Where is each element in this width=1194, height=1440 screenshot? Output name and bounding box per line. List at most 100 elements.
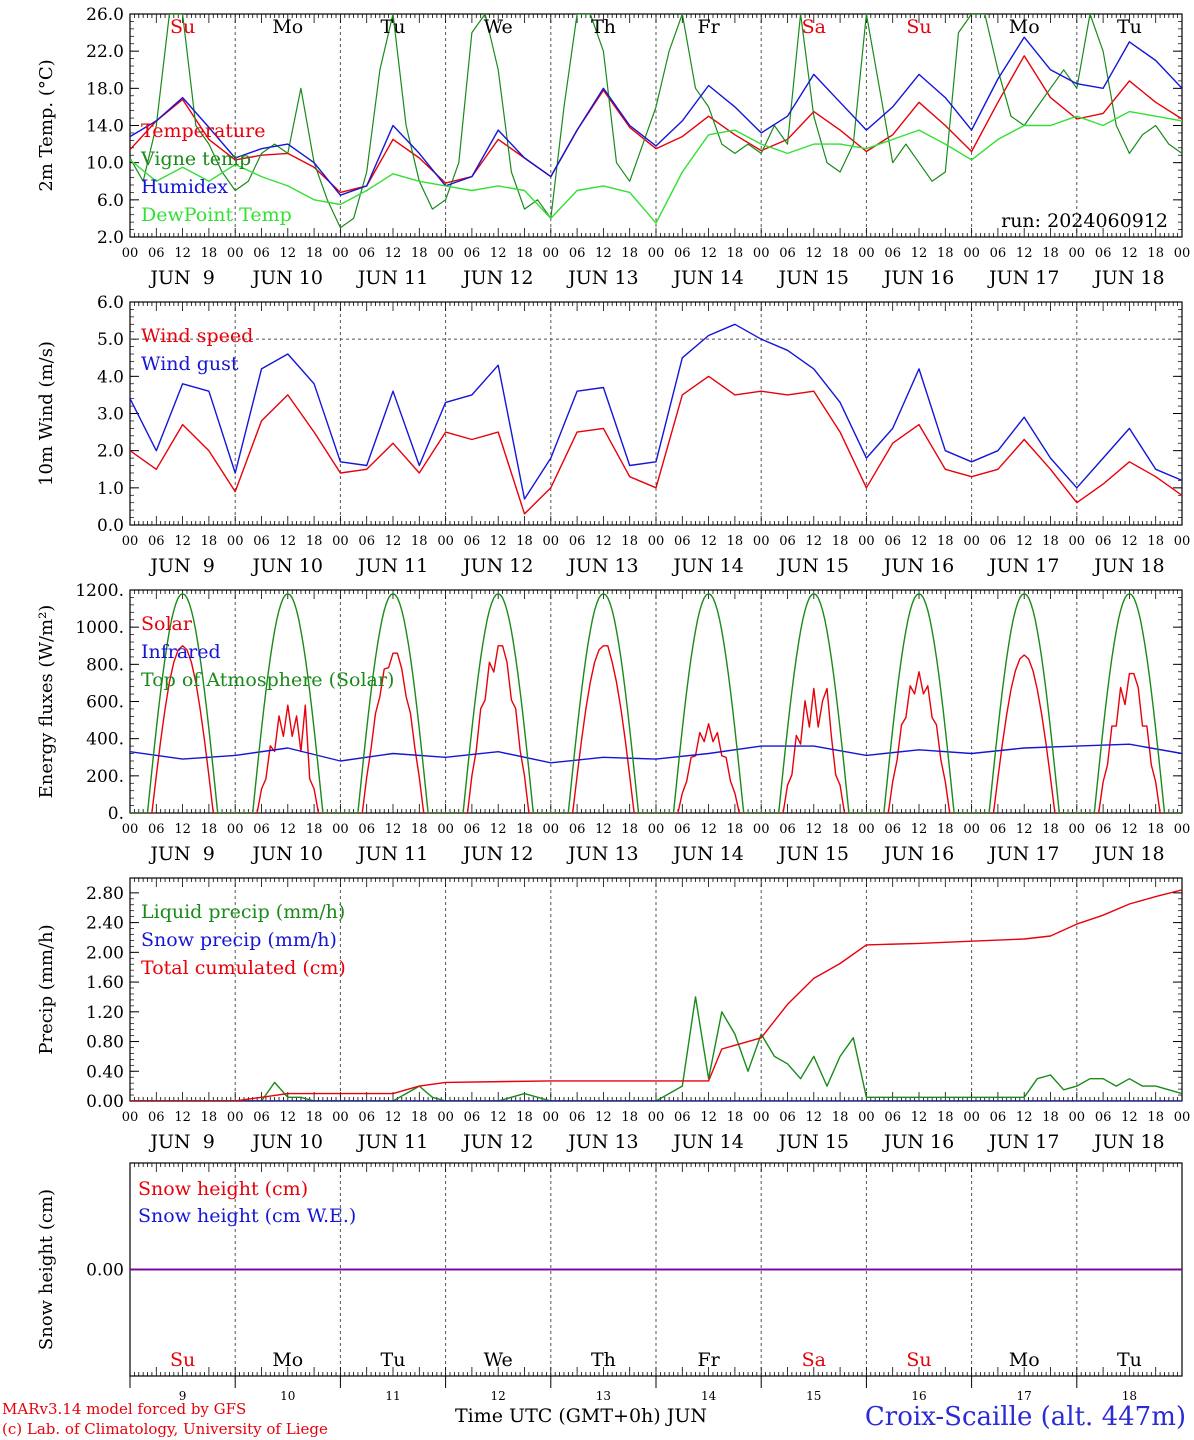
hour-label: 12 xyxy=(700,1110,717,1125)
hour-label: 12 xyxy=(1016,246,1033,261)
hour-label: 00 xyxy=(122,246,139,261)
hour-label: 06 xyxy=(674,246,691,261)
hour-label: 12 xyxy=(280,534,297,549)
hour-label: 12 xyxy=(174,534,191,549)
hour-label: 00 xyxy=(753,534,770,549)
series-vigne-temp xyxy=(130,14,1182,229)
hour-label: 06 xyxy=(253,822,270,837)
weekday-label: Su xyxy=(170,16,195,38)
hour-label: 18 xyxy=(727,1110,744,1125)
hour-label: 12 xyxy=(911,822,928,837)
hour-label: 06 xyxy=(253,534,270,549)
hour-label: 12 xyxy=(385,246,402,261)
hour-label: 00 xyxy=(1174,246,1191,261)
weekday-label: Su xyxy=(906,16,931,38)
hour-label: 06 xyxy=(779,534,796,549)
weekday-label: Tu xyxy=(1117,1349,1142,1371)
hour-label: 12 xyxy=(700,822,717,837)
hour-label: 00 xyxy=(1174,822,1191,837)
hour-label: 00 xyxy=(1069,822,1086,837)
hour-label: 00 xyxy=(858,822,875,837)
hour-label: 18 xyxy=(1147,822,1164,837)
hour-label: 12 xyxy=(806,246,823,261)
hour-label: 06 xyxy=(569,822,586,837)
legend-entry: Liquid precip (mm/h) xyxy=(141,901,345,923)
hour-label: 18 xyxy=(937,246,954,261)
date-label: JUN 16 xyxy=(882,267,954,289)
hour-label: 18 xyxy=(1042,246,1059,261)
lab-credit: (c) Lab. of Climatology, University of L… xyxy=(2,1420,328,1438)
series-temperature xyxy=(130,55,1182,194)
series-infrared xyxy=(130,743,1182,764)
day-number-label: 10 xyxy=(280,1389,295,1403)
day-number-label: 15 xyxy=(806,1389,821,1403)
date-label: JUN 16 xyxy=(882,555,954,577)
hour-label: 12 xyxy=(806,1110,823,1125)
hour-label: 06 xyxy=(990,822,1007,837)
hour-label: 18 xyxy=(832,822,849,837)
y-tick-label: 1000. xyxy=(75,618,124,638)
hour-label: 12 xyxy=(385,822,402,837)
hour-label: 06 xyxy=(1095,822,1112,837)
date-label: JUN 11 xyxy=(356,843,428,865)
date-label: JUN 11 xyxy=(356,267,428,289)
legend-entry: Total cumulated (cm) xyxy=(141,957,346,979)
panel-2: 0.0 1.0 2.0 3.0 4.0 5.0 6.0 10m Wind (m/s) Wind … xyxy=(36,293,1190,577)
date-label: JUN 15 xyxy=(777,1131,849,1153)
weekday-label: Su xyxy=(170,1349,195,1371)
hour-label: 18 xyxy=(306,246,323,261)
date-label: JUN 18 xyxy=(1092,555,1164,577)
hour-label: 06 xyxy=(464,1110,481,1125)
day-number-label: 17 xyxy=(1017,1389,1032,1403)
y-tick-label: 0. xyxy=(108,804,124,824)
y-tick-label: 14.0 xyxy=(86,117,124,137)
weekday-label: Mo xyxy=(1009,1349,1040,1371)
hour-label: 12 xyxy=(280,246,297,261)
hour-label: 18 xyxy=(411,534,428,549)
hour-label: 06 xyxy=(148,246,165,261)
legend-entry: DewPoint Temp xyxy=(141,204,292,226)
x-axis-title: Time UTC (GMT+0h) JUN xyxy=(455,1405,707,1427)
hour-label: 12 xyxy=(385,1110,402,1125)
hour-label: 18 xyxy=(411,1110,428,1125)
date-label: JUN 17 xyxy=(987,1131,1059,1153)
hour-label: 06 xyxy=(253,1110,270,1125)
hour-label: 12 xyxy=(595,534,612,549)
date-label: JUN 18 xyxy=(1092,267,1164,289)
y-axis-title: Precip (mm/h) xyxy=(36,924,57,1054)
date-label: JUN 17 xyxy=(987,267,1059,289)
date-label: JUN 11 xyxy=(356,555,428,577)
date-label: JUN 14 xyxy=(671,1131,743,1153)
series-group xyxy=(130,323,1182,515)
date-label: JUN 10 xyxy=(251,843,323,865)
hour-label: 18 xyxy=(621,246,638,261)
hour-label: 06 xyxy=(569,246,586,261)
hour-label: 18 xyxy=(306,534,323,549)
weekday-label: Mo xyxy=(272,1349,303,1371)
legend-entry: Vigne temp xyxy=(140,148,251,170)
weekday-label: Fr xyxy=(697,1349,720,1371)
hour-label: 18 xyxy=(832,246,849,261)
hour-label: 00 xyxy=(858,246,875,261)
hour-label: 00 xyxy=(332,822,349,837)
y-tick-label: 10.0 xyxy=(86,154,124,174)
hour-label: 12 xyxy=(911,1110,928,1125)
day-number-label: 18 xyxy=(1122,1389,1137,1403)
hour-label: 18 xyxy=(1147,1110,1164,1125)
hour-label: 18 xyxy=(411,822,428,837)
series-group xyxy=(130,14,1182,229)
hour-label: 18 xyxy=(1147,246,1164,261)
y-tick-label: 0.40 xyxy=(86,1062,124,1082)
hour-label: 06 xyxy=(990,1110,1007,1125)
hour-label: 12 xyxy=(1121,534,1138,549)
y-tick-label: 1.60 xyxy=(86,973,124,993)
hour-label: 12 xyxy=(911,246,928,261)
date-label: JUN 18 xyxy=(1092,1131,1164,1153)
hour-label: 06 xyxy=(990,246,1007,261)
hour-label: 00 xyxy=(1174,1110,1191,1125)
legend-entry: Infrared xyxy=(141,641,221,663)
date-label: JUN 10 xyxy=(251,555,323,577)
hour-label: 00 xyxy=(963,534,980,549)
y-tick-label: 0.00 xyxy=(86,1092,124,1112)
hour-label: 18 xyxy=(937,534,954,549)
